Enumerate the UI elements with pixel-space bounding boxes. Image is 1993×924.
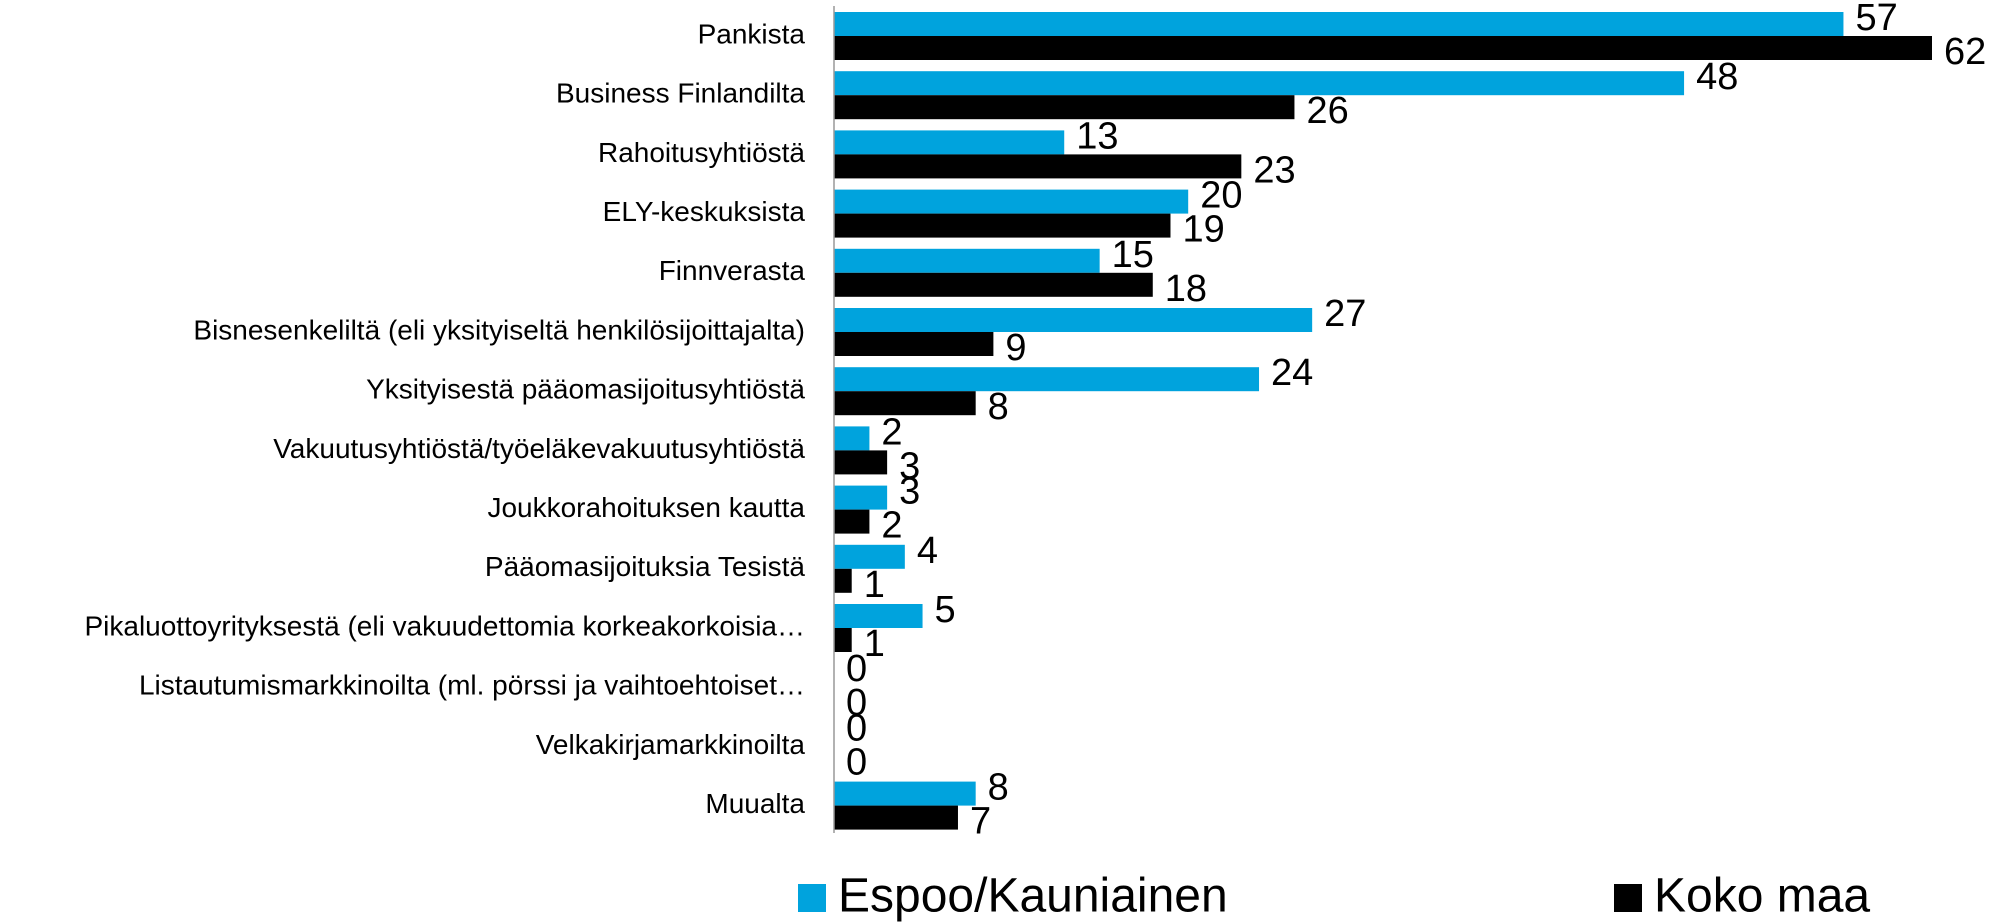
- bar: [834, 544, 905, 569]
- value-label: 5: [935, 589, 956, 631]
- value-label: 1: [864, 564, 885, 606]
- value-label: 1: [864, 623, 885, 665]
- value-label: 57: [1855, 0, 1897, 39]
- bar: [834, 426, 870, 451]
- bar: [834, 509, 870, 534]
- value-label: 8: [988, 767, 1009, 809]
- category-label: Rahoitusyhtiöstä: [598, 137, 805, 168]
- value-label: 13: [1076, 115, 1118, 157]
- bar: [834, 568, 852, 593]
- legend-label: Koko maa: [1654, 870, 1870, 923]
- value-label: 19: [1182, 209, 1224, 251]
- value-label: 0: [846, 707, 867, 749]
- value-label: 15: [1112, 234, 1154, 276]
- bar: [834, 805, 958, 830]
- value-label: 26: [1306, 90, 1348, 132]
- category-label: Pikaluottoyrityksestä (eli vakuudettomia…: [84, 610, 805, 641]
- value-label: 24: [1271, 352, 1313, 394]
- value-label: 3: [899, 445, 920, 487]
- bar: [834, 95, 1295, 120]
- bar: [834, 367, 1260, 392]
- bar: [834, 450, 888, 475]
- value-label: 2: [881, 505, 902, 547]
- bar: [834, 628, 852, 652]
- bar: [834, 36, 1932, 60]
- bar: [834, 71, 1685, 96]
- category-label: Bisnesenkeliltä (eli yksityiseltä henkil…: [193, 314, 805, 345]
- bar: [834, 781, 976, 806]
- value-label: 8: [988, 386, 1009, 428]
- legend-swatch: [1614, 884, 1642, 912]
- value-label: 2: [881, 411, 902, 453]
- value-label: 27: [1324, 293, 1366, 335]
- value-label: 23: [1253, 149, 1295, 191]
- category-label: Vakuutusyhtiöstä/työeläkevakuutusyhtiöst…: [273, 433, 805, 464]
- value-label: 48: [1696, 56, 1738, 98]
- bar: [834, 604, 923, 628]
- value-label: 18: [1165, 268, 1207, 310]
- category-label: Velkakirjamarkkinoilta: [536, 729, 806, 760]
- category-label: Business Finlandilta: [556, 78, 805, 109]
- category-label: ELY-keskuksista: [603, 196, 806, 227]
- legend-swatch: [798, 884, 826, 912]
- bar: [834, 272, 1153, 297]
- bar: [834, 485, 888, 510]
- bar: [834, 308, 1313, 332]
- category-label: Listautumismarkkinoilta (ml. pörssi ja v…: [139, 670, 805, 701]
- value-label: 0: [846, 682, 867, 724]
- bar: [834, 248, 1100, 273]
- category-label: Joukkorahoituksen kautta: [487, 492, 805, 523]
- bar: [834, 213, 1171, 238]
- value-label: 7: [970, 801, 991, 843]
- value-label: 62: [1944, 31, 1986, 73]
- value-label: 3: [899, 471, 920, 513]
- bar: [834, 332, 994, 356]
- category-label: Muualta: [705, 788, 805, 819]
- value-label: 4: [917, 530, 938, 572]
- value-label: 9: [1005, 327, 1026, 369]
- bar: [834, 189, 1189, 214]
- category-label: Pankista: [698, 18, 806, 49]
- category-label: Finnverasta: [659, 255, 806, 286]
- legend-label: Espoo/Kauniainen: [838, 870, 1228, 923]
- bar: [834, 12, 1844, 36]
- bar: [834, 391, 976, 416]
- value-label: 0: [846, 648, 867, 690]
- bar: [834, 130, 1065, 155]
- category-label: Yksityisestä pääomasijoitusyhtiöstä: [366, 374, 805, 405]
- value-label: 0: [846, 741, 867, 783]
- value-label: 20: [1200, 175, 1242, 217]
- category-label: Pääomasijoituksia Tesistä: [485, 551, 806, 582]
- bar: [834, 154, 1242, 179]
